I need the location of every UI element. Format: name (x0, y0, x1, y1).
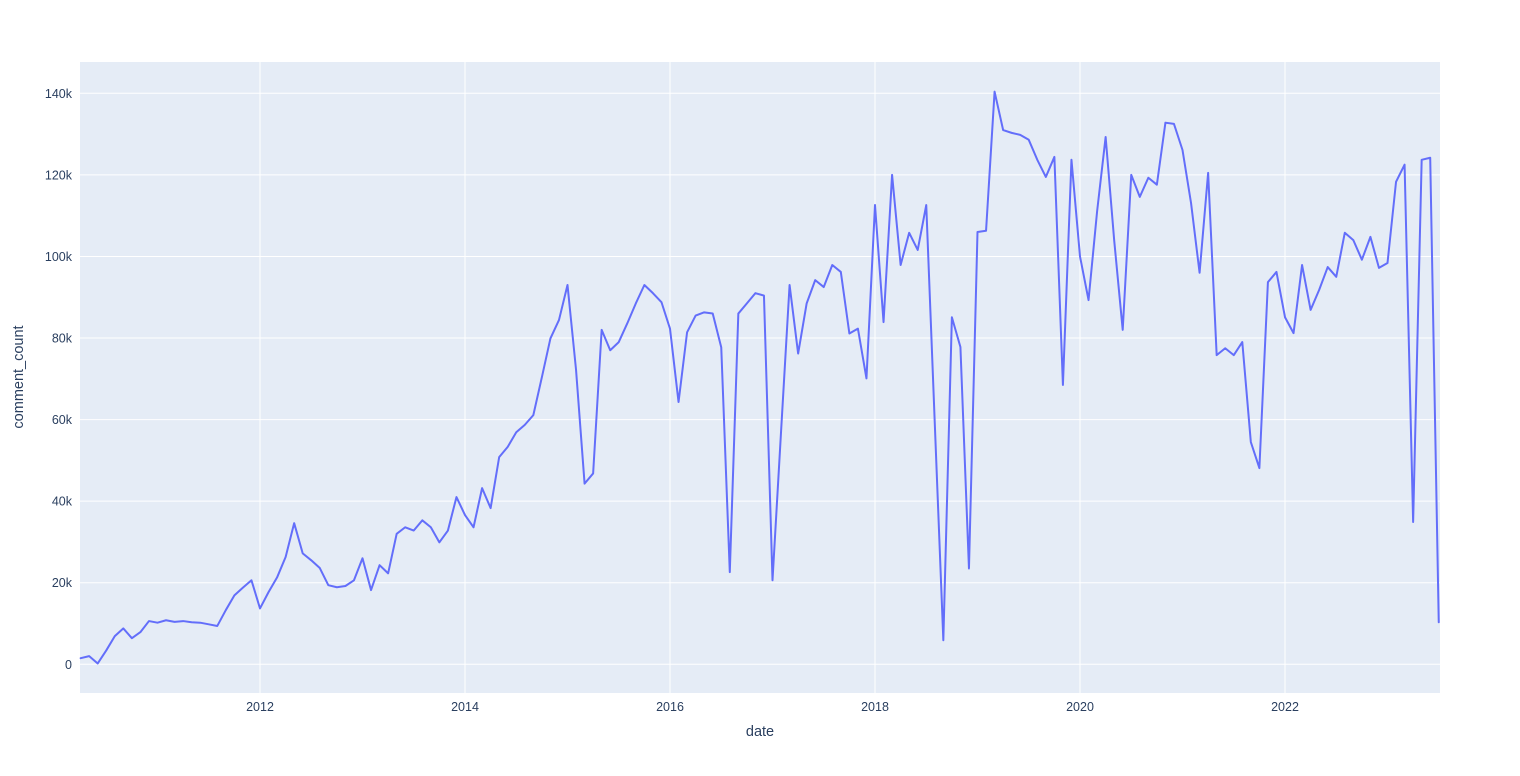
y-tick-label: 60k (52, 413, 73, 427)
y-tick-label: 0 (65, 658, 72, 672)
y-tick-label: 40k (52, 495, 73, 509)
plot-area[interactable] (80, 62, 1440, 693)
x-tick-label: 2022 (1271, 700, 1299, 714)
x-tick-label: 2018 (861, 700, 889, 714)
x-tick-label: 2012 (246, 700, 274, 714)
y-tick-label: 120k (45, 168, 73, 182)
y-axis-title: comment_count (11, 325, 27, 428)
x-axis-tick-labels: 2012 2014 2016 2018 2020 2022 (246, 700, 1299, 714)
x-tick-label: 2020 (1066, 700, 1094, 714)
y-tick-label: 80k (52, 332, 73, 346)
comment-count-trace[interactable] (79, 90, 1440, 665)
y-tick-label: 100k (45, 250, 73, 264)
x-tick-label: 2016 (656, 700, 684, 714)
y-axis-tick-labels: 0 20k 40k 60k 80k 100k 120k 140k (45, 87, 73, 672)
gridlines (80, 62, 1440, 693)
x-axis-title: date (746, 724, 774, 740)
y-tick-label: 140k (45, 87, 73, 101)
y-tick-label: 20k (52, 576, 73, 590)
x-tick-label: 2014 (451, 700, 479, 714)
